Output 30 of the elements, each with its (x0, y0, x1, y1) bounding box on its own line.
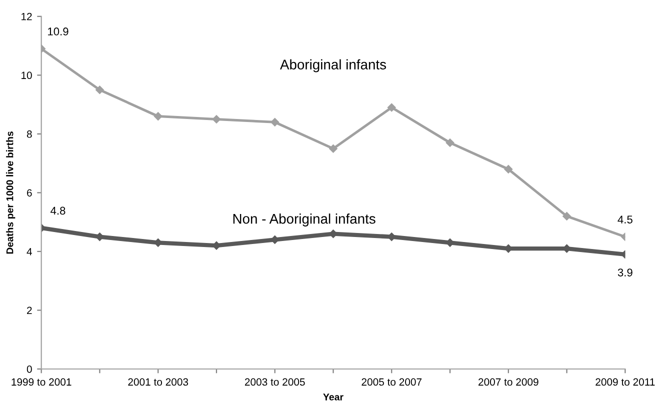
y-tick-label: 12 (22, 12, 32, 20)
y-tick-label: 8 (26, 130, 32, 138)
x-axis-title: Year (323, 394, 344, 400)
point (446, 138, 454, 147)
series-label: Non - Aboriginal infants (233, 214, 376, 226)
x-tick-label: 2001 to 2003 (128, 378, 188, 386)
y-axis-title: Deaths per 1000 live births (6, 131, 16, 254)
data-label: 3.9 (618, 268, 632, 276)
point (504, 165, 513, 174)
text: Aboriginal infants (280, 59, 386, 72)
point (562, 212, 571, 220)
x-tick-label: 2009 to 2011 (596, 378, 655, 386)
point (96, 86, 104, 94)
point (329, 144, 338, 153)
y-tick-label: 6 (27, 189, 32, 197)
point (154, 112, 162, 120)
point (388, 103, 396, 112)
data-label: 4.8 (50, 206, 66, 215)
x-tick-label: 2003 to 2005 (244, 378, 305, 386)
y-tick-label: 2 (27, 306, 32, 314)
y-tick-label: 4 (26, 248, 32, 256)
x-tick-label: 1999 to 2001 (12, 378, 72, 386)
point (212, 115, 221, 124)
point (270, 118, 279, 126)
data-label: 10.9 (48, 28, 68, 36)
data-label: 4.5 (618, 216, 632, 224)
x-tick-label: 2005 to 2007 (362, 378, 422, 386)
y-tick-label: 10 (22, 72, 32, 80)
y-tick-label: 0 (26, 366, 32, 373)
x-tick-label: 2007 to 2009 (478, 378, 538, 386)
